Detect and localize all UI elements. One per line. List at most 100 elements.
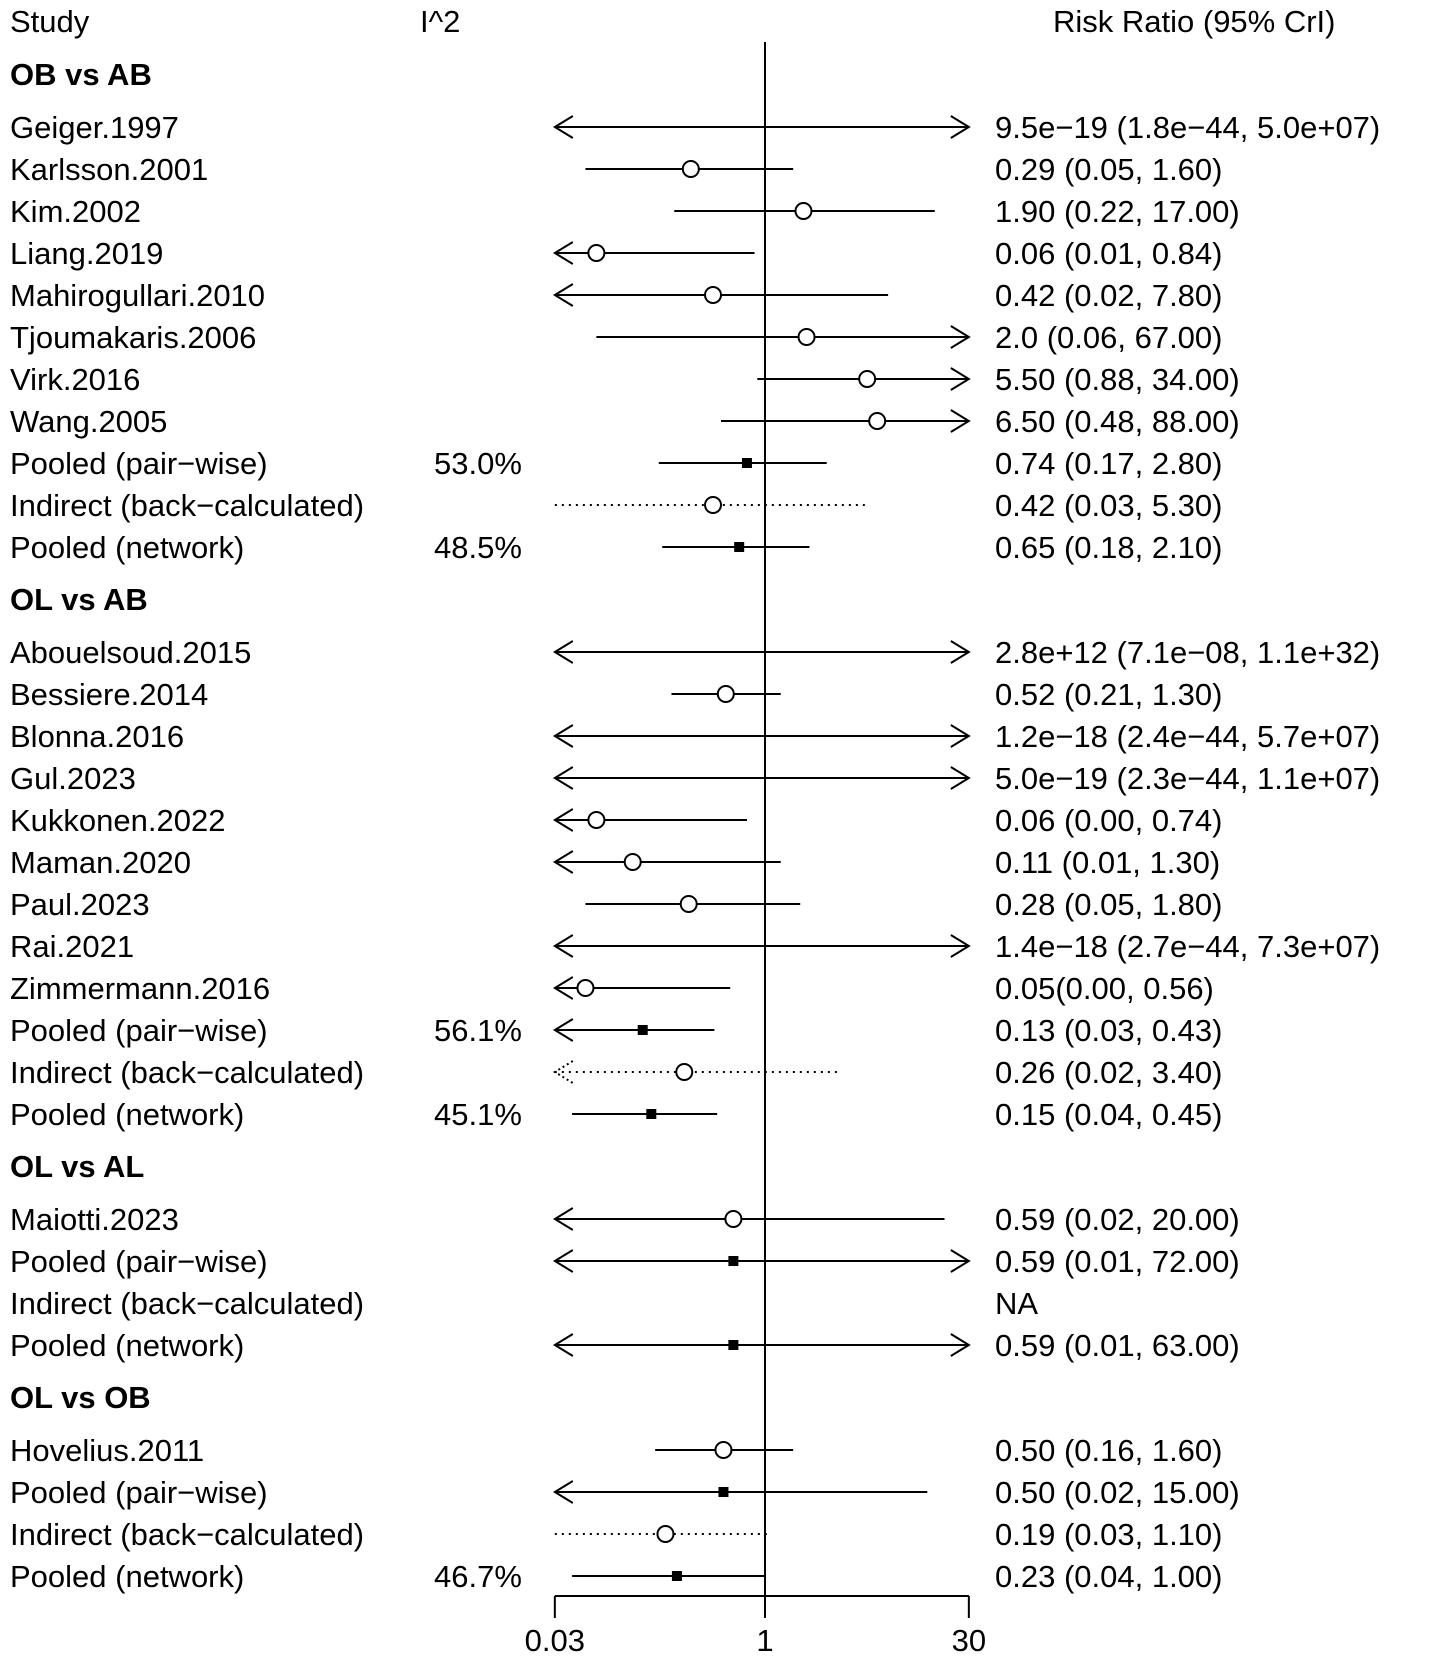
risk-ratio-column-header: Risk Ratio (95% CrI) <box>1053 4 1336 39</box>
study-label: Gul.2023 <box>10 761 136 796</box>
ci-text: 0.59 (0.02, 20.00) <box>995 1202 1240 1237</box>
ci-text: 0.06 (0.00, 0.74) <box>995 803 1223 838</box>
left-arrow-icon <box>552 976 574 1000</box>
ci-text: 2.8e+12 (7.1e−08, 1.1e+32) <box>995 635 1380 670</box>
point-estimate-square <box>728 1256 739 1266</box>
right-arrow-icon <box>950 1333 971 1357</box>
ci-text: 0.42 (0.03, 5.30) <box>995 488 1223 523</box>
right-arrow-icon <box>950 115 971 139</box>
ci-text: 0.05(0.00, 0.56) <box>995 971 1214 1006</box>
x-tick-label: 0.03 <box>525 1623 585 1658</box>
study-label: Abouelsoud.2015 <box>10 635 251 670</box>
ci-text: 1.90 (0.22, 17.00) <box>995 194 1240 229</box>
ci-text: 0.59 (0.01, 63.00) <box>995 1328 1240 1363</box>
point-estimate-circle <box>797 328 816 346</box>
point-estimate-square <box>718 1487 729 1497</box>
study-label: Hovelius.2011 <box>10 1433 204 1468</box>
ci-text: 0.15 (0.04, 0.45) <box>995 1097 1223 1132</box>
left-arrow-icon <box>552 766 574 790</box>
ci-text: 0.50 (0.02, 15.00) <box>995 1475 1240 1510</box>
ci-text: 5.0e−19 (2.3e−44, 1.1e+07) <box>995 761 1380 796</box>
x-tick-label: 1 <box>756 1623 773 1658</box>
ci-text: NA <box>995 1286 1038 1321</box>
left-arrow-icon <box>552 1018 574 1042</box>
point-estimate-circle <box>794 202 813 220</box>
right-arrow-icon <box>950 409 971 433</box>
i2-value: 45.1% <box>434 1097 522 1132</box>
ci-text: 0.42 (0.02, 7.80) <box>995 278 1223 313</box>
right-arrow-icon <box>950 1249 971 1273</box>
point-estimate-circle <box>681 160 700 178</box>
ci-text: 0.06 (0.01, 0.84) <box>995 236 1223 271</box>
group-heading: OL vs OB <box>10 1380 151 1415</box>
study-label: Geiger.1997 <box>10 110 179 145</box>
right-arrow-icon <box>950 766 971 790</box>
study-label: Kim.2002 <box>10 194 141 229</box>
left-arrow-icon <box>552 1207 574 1231</box>
left-arrow-icon <box>552 724 574 748</box>
study-label: Liang.2019 <box>10 236 163 271</box>
point-estimate-square <box>741 458 752 468</box>
left-arrow-icon <box>552 808 574 832</box>
right-arrow-icon <box>950 934 971 958</box>
ci-text: 0.11 (0.01, 1.30) <box>995 845 1220 880</box>
left-arrow-icon <box>552 1333 574 1357</box>
study-label: Pooled (pair−wise) <box>10 1475 268 1510</box>
study-label: Indirect (back−calculated) <box>10 1055 364 1090</box>
ci-text: 1.4e−18 (2.7e−44, 7.3e+07) <box>995 929 1380 964</box>
point-estimate-circle <box>587 811 606 829</box>
point-estimate-circle <box>576 979 595 997</box>
i2-column-header: I^2 <box>420 4 460 39</box>
ci-text: 0.26 (0.02, 3.40) <box>995 1055 1223 1090</box>
group-heading: OL vs AL <box>10 1149 144 1184</box>
study-label: Kukkonen.2022 <box>10 803 225 838</box>
study-label: Indirect (back−calculated) <box>10 488 364 523</box>
left-arrow-icon <box>552 241 574 265</box>
study-column-header: Study <box>10 4 90 39</box>
ci-text: 0.52 (0.21, 1.30) <box>995 677 1223 712</box>
point-estimate-circle <box>675 1063 694 1081</box>
point-estimate-circle <box>656 1525 675 1543</box>
point-estimate-circle <box>716 685 735 703</box>
point-estimate-circle <box>704 286 723 304</box>
study-label: Blonna.2016 <box>10 719 184 754</box>
point-estimate-circle <box>858 370 877 388</box>
point-estimate-circle <box>868 412 887 430</box>
i2-value: 53.0% <box>434 446 522 481</box>
point-estimate-circle <box>623 853 642 871</box>
study-label: Paul.2023 <box>10 887 150 922</box>
study-label: Virk.2016 <box>10 362 140 397</box>
study-label: Pooled (network) <box>10 1097 244 1132</box>
study-label: Pooled (network) <box>10 1328 244 1363</box>
study-label: Maman.2020 <box>10 845 191 880</box>
left-arrow-icon <box>552 1249 574 1273</box>
study-label: Indirect (back−calculated) <box>10 1286 364 1321</box>
x-tick-label: 30 <box>952 1623 986 1658</box>
study-label: Maiotti.2023 <box>10 1202 179 1237</box>
point-estimate-circle <box>724 1210 743 1228</box>
ci-text: 0.59 (0.01, 72.00) <box>995 1244 1240 1279</box>
point-estimate-square <box>671 1571 682 1581</box>
left-arrow-icon <box>552 283 574 307</box>
study-label: Bessiere.2014 <box>10 677 208 712</box>
left-arrow-icon <box>552 115 574 139</box>
point-estimate-circle <box>679 895 698 913</box>
study-label: Zimmermann.2016 <box>10 971 270 1006</box>
ci-text: 6.50 (0.48, 88.00) <box>995 404 1240 439</box>
left-arrow-icon <box>552 1480 574 1504</box>
study-label: Pooled (pair−wise) <box>10 1244 268 1279</box>
ci-text: 2.0 (0.06, 67.00) <box>995 320 1223 355</box>
i2-value: 56.1% <box>434 1013 522 1048</box>
i2-value: 46.7% <box>434 1559 522 1594</box>
ci-text: 9.5e−19 (1.8e−44, 5.0e+07) <box>995 110 1380 145</box>
left-arrow-icon <box>552 850 574 874</box>
ci-text: 0.65 (0.18, 2.10) <box>995 530 1223 565</box>
point-estimate-circle <box>704 496 723 514</box>
ci-text: 5.50 (0.88, 34.00) <box>995 362 1240 397</box>
ci-text: 0.29 (0.05, 1.60) <box>995 152 1223 187</box>
point-estimate-circle <box>714 1441 733 1459</box>
study-label: Karlsson.2001 <box>10 152 208 187</box>
group-heading: OB vs AB <box>10 57 152 92</box>
